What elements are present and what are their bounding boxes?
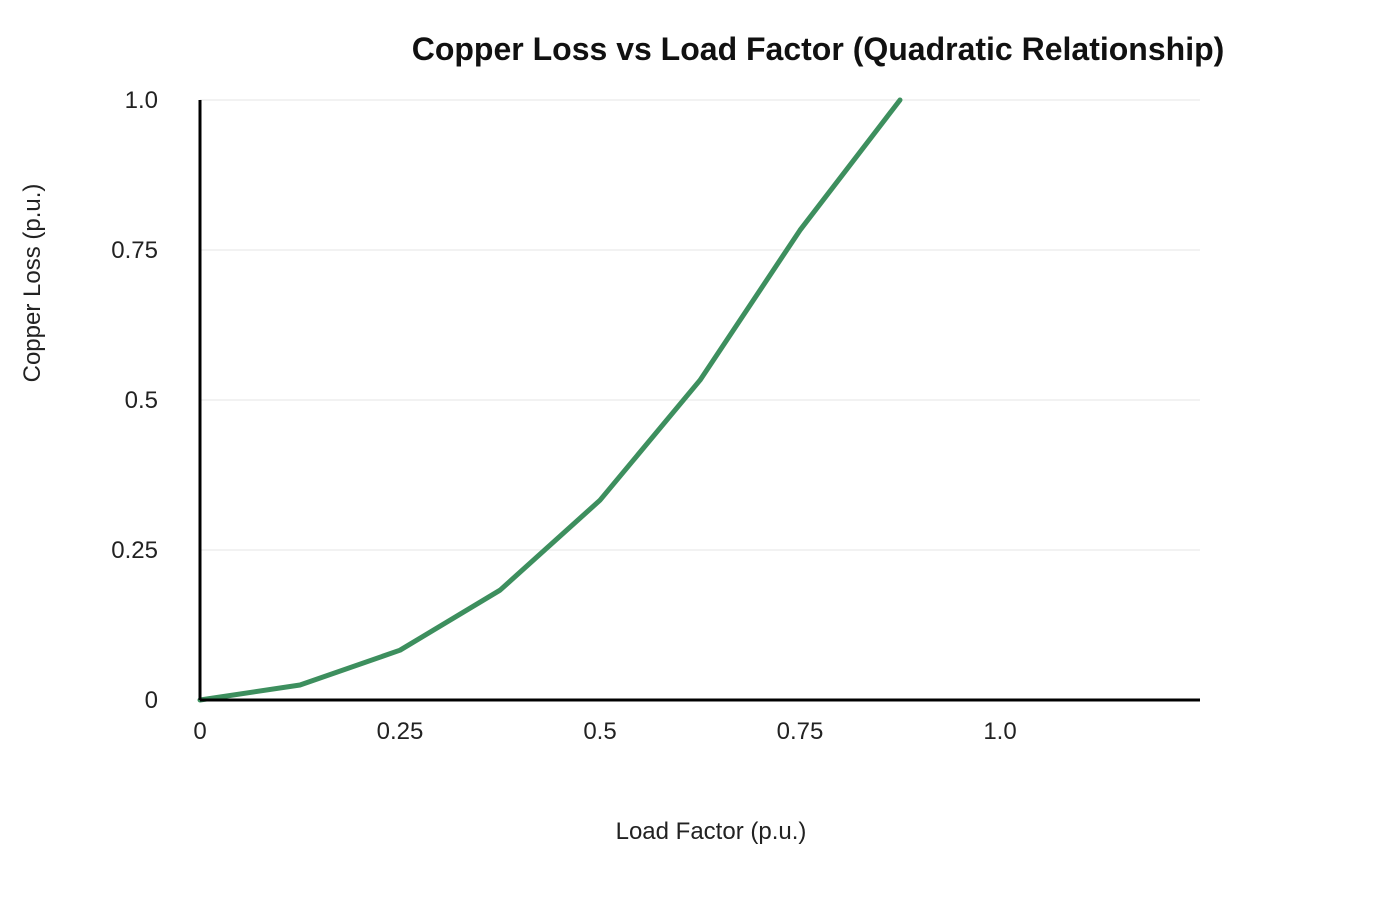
x-tick-label: 0.5	[583, 718, 616, 745]
y-tick-label: 0.75	[111, 237, 158, 264]
x-axis-title: Load Factor (p.u.)	[616, 818, 807, 845]
x-tick-label: 1.0	[983, 718, 1016, 745]
x-tick-label: 0.75	[777, 718, 824, 745]
y-tick-label: 0.5	[125, 387, 158, 414]
y-tick-label: 0	[145, 687, 158, 714]
chart-title: Copper Loss vs Load Factor (Quadratic Re…	[412, 31, 1225, 67]
x-tick-label: 0.25	[377, 718, 424, 745]
axis-layer	[198, 100, 1200, 702]
y-tick-label: 1.0	[125, 87, 158, 114]
grid-layer	[200, 99, 1200, 551]
y-tick-labels: 0 0.25 0.5 0.75 1.0	[111, 87, 158, 714]
y-tick-label: 0.25	[111, 537, 158, 564]
y-axis-title: Copper Loss (p.u.)	[19, 184, 46, 383]
series-line	[197, 97, 903, 703]
x-tick-labels: 0 0.25 0.5 0.75 1.0	[193, 718, 1016, 745]
x-tick-label: 0	[193, 718, 206, 745]
series-layer	[197, 97, 903, 703]
